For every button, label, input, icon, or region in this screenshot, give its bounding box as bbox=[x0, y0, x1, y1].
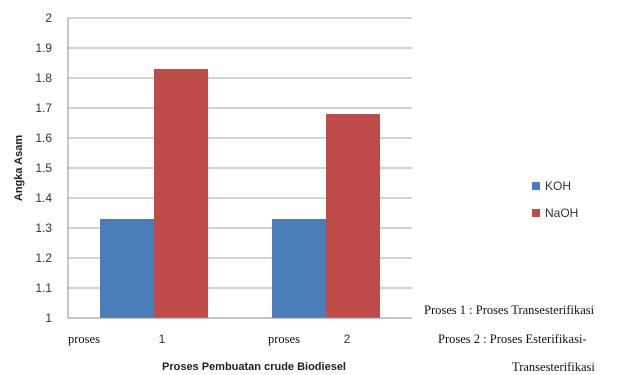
bar-naoh-1 bbox=[154, 69, 208, 318]
legend-label-naoh: NaOH bbox=[545, 206, 578, 220]
y-tick-label-5: 1.5 bbox=[35, 161, 52, 175]
y-tick-label-10: 2 bbox=[45, 11, 52, 25]
y-tick-label-2: 1.2 bbox=[35, 251, 52, 265]
bar-naoh-2 bbox=[326, 114, 380, 318]
bar-koh-1 bbox=[100, 219, 154, 318]
x-category-labels: proses 1 proses 2 bbox=[68, 332, 351, 346]
bars bbox=[100, 69, 380, 318]
x-category-prefix-1: proses bbox=[68, 332, 100, 346]
legend-swatch-naoh bbox=[532, 209, 540, 217]
legend-swatch-koh bbox=[532, 182, 540, 190]
note-proses-1: Proses 1 : Proses Transesterifikasi bbox=[424, 303, 595, 317]
y-tick-label-7: 1.7 bbox=[35, 101, 52, 115]
legend: KOH NaOH bbox=[532, 179, 578, 220]
y-tick-labels: 1 1.1 1.2 1.3 1.4 1.5 1.6 1.7 1.8 1.9 2 bbox=[35, 11, 52, 325]
axes bbox=[67, 18, 412, 319]
y-tick-label-1: 1.1 bbox=[35, 281, 52, 295]
x-category-prefix-2: proses bbox=[268, 332, 300, 346]
bar-koh-2 bbox=[272, 219, 326, 318]
y-tick-label-6: 1.6 bbox=[35, 131, 52, 145]
y-tick-label-3: 1.3 bbox=[35, 221, 52, 235]
legend-label-koh: KOH bbox=[545, 179, 571, 193]
y-tick-label-8: 1.8 bbox=[35, 71, 52, 85]
note-proses-2: Proses 2 : Proses Esterifikasi- bbox=[438, 332, 587, 346]
x-category-label-1: 1 bbox=[159, 332, 166, 346]
note-proses-2-continued: Transesterifikasi bbox=[512, 360, 595, 374]
y-axis-title: Angka Asam bbox=[13, 135, 25, 201]
y-tick-label-0: 1 bbox=[45, 311, 52, 325]
x-axis-title: Proses Pembuatan crude Biodiesel bbox=[162, 361, 346, 373]
y-tick-label-9: 1.9 bbox=[35, 41, 52, 55]
process-notes: Proses 1 : Proses Transesterifikasi Pros… bbox=[424, 303, 595, 374]
x-category-label-2: 2 bbox=[344, 332, 351, 346]
y-tick-label-4: 1.4 bbox=[35, 191, 52, 205]
